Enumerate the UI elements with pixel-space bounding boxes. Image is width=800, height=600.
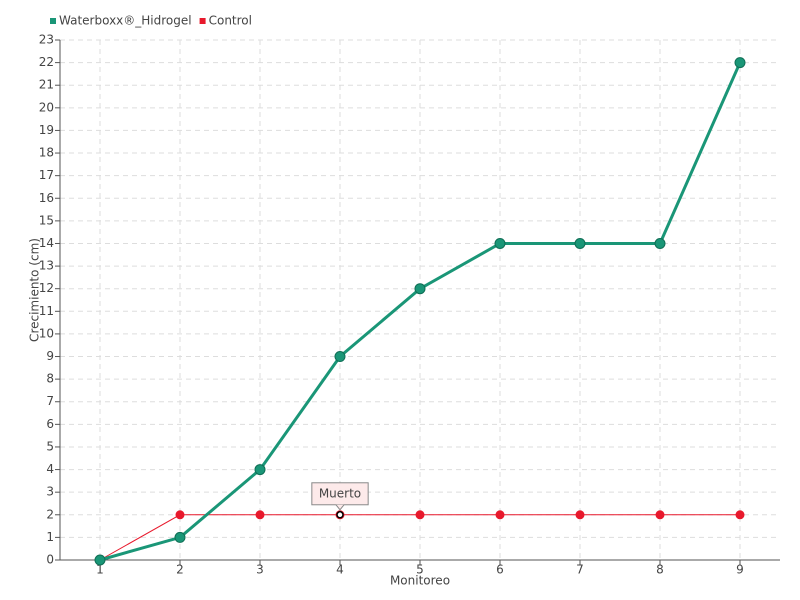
data-point — [174, 531, 186, 543]
annotation-point — [336, 511, 344, 519]
y-tick-label: 3 — [46, 485, 54, 499]
data-point — [175, 510, 185, 520]
y-tick-label: 6 — [46, 417, 54, 431]
annotation-text: Muerto — [319, 486, 361, 500]
legend-swatch — [199, 18, 206, 24]
data-point — [654, 237, 666, 249]
y-tick-label: 12 — [39, 281, 54, 295]
data-point — [415, 510, 425, 520]
y-axis-label: Crecimiento (cm) — [28, 238, 42, 342]
y-tick-label: 19 — [39, 123, 54, 137]
y-tick-label: 8 — [46, 372, 54, 386]
y-tick-label: 9 — [46, 349, 54, 363]
data-point — [575, 510, 585, 520]
annotation-pointer — [335, 504, 345, 511]
legend-label: Waterboxx®_Hidrogel — [59, 14, 192, 28]
y-tick-label: 2 — [46, 507, 54, 521]
x-tick-label: 7 — [576, 563, 584, 577]
data-point — [94, 554, 106, 566]
data-point — [414, 283, 426, 295]
y-tick-label: 1 — [46, 530, 54, 544]
y-tick-label: 11 — [39, 304, 54, 318]
data-point — [334, 351, 346, 363]
y-tick-label: 16 — [39, 191, 54, 205]
y-tick-label: 23 — [39, 33, 54, 47]
x-tick-label: 9 — [736, 563, 744, 577]
x-tick-label: 5 — [416, 563, 424, 577]
y-tick-label: 22 — [39, 55, 54, 69]
y-tick-label: 13 — [39, 259, 54, 273]
x-tick-label: 4 — [336, 563, 344, 577]
y-tick-label: 18 — [39, 146, 54, 160]
legend-swatch — [50, 18, 56, 24]
x-tick-label: 3 — [256, 563, 264, 577]
data-point — [494, 237, 506, 249]
y-tick-label: 4 — [46, 462, 54, 476]
x-tick-label: 8 — [656, 563, 664, 577]
data-point — [734, 57, 746, 69]
data-point — [655, 510, 665, 520]
y-tick-label: 21 — [39, 78, 54, 92]
y-tick-label: 14 — [39, 236, 54, 250]
y-tick-label: 10 — [39, 326, 54, 340]
y-tick-label: 20 — [39, 100, 54, 114]
y-tick-label: 5 — [46, 439, 54, 453]
x-tick-label: 6 — [496, 563, 504, 577]
x-tick-label: 1 — [96, 563, 104, 577]
data-point — [255, 510, 265, 520]
y-tick-label: 0 — [46, 553, 54, 567]
data-point — [495, 510, 505, 520]
annotation: Muerto — [311, 482, 369, 511]
y-tick-label: 15 — [39, 213, 54, 227]
legend-label: Control — [209, 14, 252, 28]
y-tick-label: 17 — [39, 168, 54, 182]
data-point — [735, 510, 745, 520]
y-tick-label: 7 — [46, 394, 54, 408]
data-point — [574, 237, 586, 249]
x-tick-label: 2 — [176, 563, 184, 577]
x-axis-label: Monitoreo — [390, 574, 450, 588]
data-point — [254, 464, 266, 476]
